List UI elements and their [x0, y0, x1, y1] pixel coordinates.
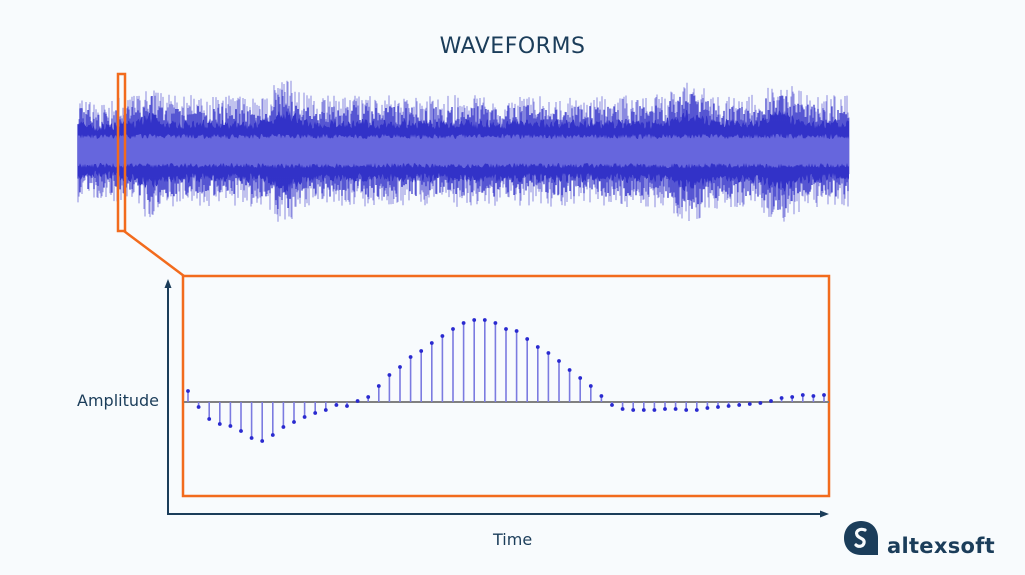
- sample-point: [726, 404, 731, 408]
- sample-point: [440, 334, 445, 338]
- sample-stems: [186, 318, 826, 443]
- x-axis-arrow-icon: [820, 510, 829, 518]
- sample-point: [684, 408, 689, 412]
- sample-point: [790, 395, 795, 399]
- sample-point: [652, 408, 657, 412]
- sample-point: [482, 318, 487, 322]
- x-axis-label: Time: [493, 530, 533, 549]
- sample-point: [620, 407, 625, 411]
- sample-point: [779, 396, 784, 400]
- sample-point: [472, 318, 477, 322]
- sample-point: [260, 439, 265, 443]
- sample-point: [747, 402, 752, 406]
- zoom-connector-line: [123, 230, 185, 277]
- sample-point: [186, 389, 190, 393]
- sample-point: [270, 433, 275, 437]
- sample-point: [355, 399, 360, 403]
- sample-point: [557, 359, 561, 363]
- altexsoft-logo-icon: [844, 521, 878, 555]
- sample-point: [641, 408, 646, 412]
- sample-point: [567, 368, 572, 372]
- sample-point: [249, 436, 254, 440]
- sample-point: [228, 424, 233, 428]
- sample-point: [694, 408, 699, 412]
- sample-point: [758, 401, 763, 405]
- sample-point: [769, 399, 773, 403]
- y-axis-label: Amplitude: [77, 391, 159, 410]
- sample-point: [323, 408, 328, 412]
- brand-logo: altexsoft: [843, 520, 995, 558]
- sample-point: [716, 405, 720, 409]
- sample-point: [737, 403, 742, 407]
- brand-name: altexsoft: [887, 534, 995, 558]
- sample-point: [822, 393, 826, 397]
- sample-point: [525, 337, 530, 341]
- sample-point: [419, 349, 424, 353]
- sample-point: [811, 394, 816, 398]
- sample-point: [546, 351, 551, 355]
- sample-point: [663, 407, 667, 411]
- audio-waveform: [77, 80, 850, 222]
- sample-point: [800, 393, 805, 397]
- sample-point: [535, 345, 540, 349]
- sample-point: [429, 341, 434, 345]
- sample-point: [451, 327, 455, 331]
- sample-point: [504, 327, 508, 331]
- sample-point: [281, 425, 286, 429]
- sample-point: [345, 404, 349, 408]
- sample-point: [588, 384, 593, 388]
- sample-point: [313, 411, 318, 415]
- sample-point: [673, 407, 678, 411]
- sample-point: [493, 321, 498, 325]
- zoomed-segment-frame: [181, 274, 831, 498]
- y-axis-arrow-icon: [164, 279, 172, 288]
- selection-highlight: [116, 72, 127, 233]
- sample-point: [387, 373, 392, 377]
- sample-point: [217, 422, 222, 426]
- sample-point: [461, 321, 466, 325]
- sample-point: [207, 417, 212, 421]
- sample-point: [408, 355, 413, 359]
- sample-point: [302, 415, 307, 419]
- sample-point: [514, 329, 519, 333]
- sample-point: [366, 395, 371, 399]
- sample-point: [398, 365, 402, 369]
- sample-point: [376, 384, 381, 388]
- sample-point: [610, 403, 614, 407]
- sample-point: [292, 420, 296, 424]
- sample-point: [334, 403, 339, 407]
- sample-point: [705, 406, 710, 410]
- page-title: WAVEFORMS: [439, 34, 586, 59]
- sample-point: [631, 408, 636, 412]
- sample-point: [599, 394, 604, 398]
- sample-point: [578, 376, 583, 380]
- sample-point: [239, 429, 243, 433]
- sample-point: [196, 405, 201, 409]
